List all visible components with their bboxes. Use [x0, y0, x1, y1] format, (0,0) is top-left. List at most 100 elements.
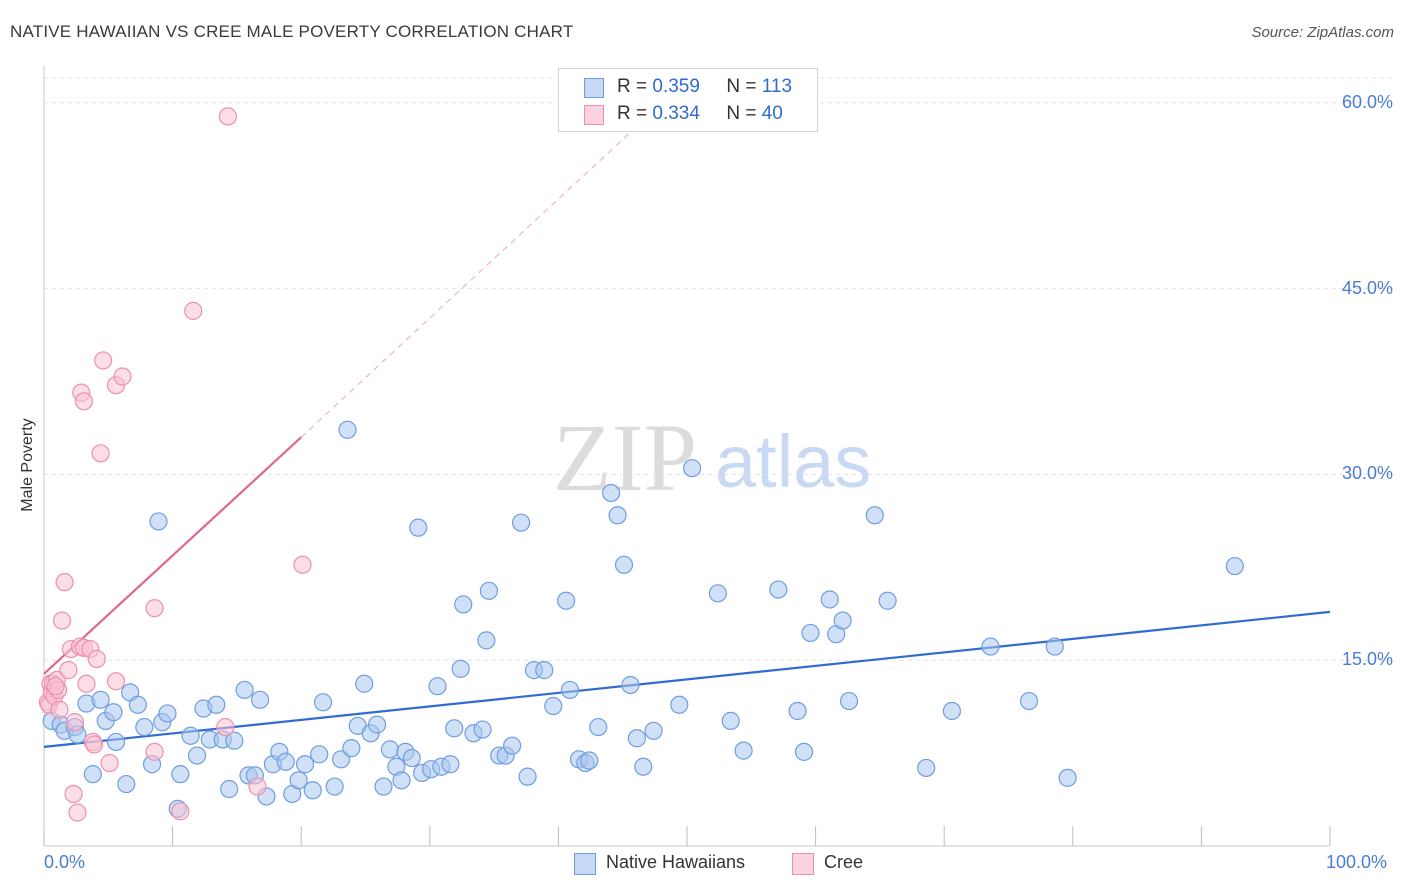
point-native-hawaiians	[392, 771, 411, 790]
point-cree	[50, 700, 69, 719]
point-native-hawaiians	[1225, 556, 1244, 576]
point-native-hawaiians	[683, 459, 702, 478]
point-native-hawaiians	[325, 777, 344, 796]
point-native-hawaiians	[801, 623, 820, 643]
point-native-hawaiians	[250, 690, 270, 709]
point-native-hawaiians	[158, 704, 177, 723]
point-native-hawaiians	[544, 696, 563, 716]
point-cree	[59, 661, 78, 680]
r-value: 0.334	[652, 103, 700, 124]
point-native-hawaiians	[355, 674, 374, 693]
point-cree	[74, 392, 93, 411]
pink-swatch	[792, 853, 814, 875]
point-native-hawaiians	[535, 661, 554, 680]
point-native-hawaiians	[479, 581, 499, 600]
point-native-hawaiians	[518, 767, 537, 786]
point-native-hawaiians	[473, 720, 492, 739]
blue-swatch	[584, 78, 604, 98]
point-native-hawaiians	[1019, 691, 1039, 711]
x-tick-label-max: 100.0%	[1326, 852, 1388, 872]
point-cree	[55, 573, 74, 592]
point-native-hawaiians	[310, 745, 329, 764]
point-native-hawaiians	[187, 746, 207, 765]
point-native-hawaiians	[276, 752, 295, 771]
point-cree	[248, 777, 267, 796]
point-cree	[87, 649, 106, 669]
point-native-hawaiians	[342, 739, 361, 758]
point-native-hawaiians	[207, 695, 226, 714]
point-cree	[94, 351, 113, 370]
point-native-hawaiians	[1045, 637, 1064, 656]
point-native-hawaiians	[602, 483, 621, 503]
point-cree	[293, 555, 312, 574]
point-cree	[113, 367, 132, 386]
point-native-hawaiians	[331, 750, 351, 769]
y-tick-label: 60.0%	[1341, 91, 1393, 112]
r-label: R =	[617, 76, 648, 97]
point-native-hawaiians	[644, 721, 663, 740]
point-cree	[184, 301, 203, 320]
axes	[43, 66, 1331, 847]
point-native-hawaiians	[91, 690, 110, 709]
point-native-hawaiians	[374, 777, 393, 796]
point-native-hawaiians	[621, 675, 640, 695]
trend-line-native-hawaiians	[43, 610, 1331, 748]
point-native-hawaiians	[106, 732, 126, 752]
r-value: 0.359	[652, 76, 700, 97]
chart-title: NATIVE HAWAIIAN VS CREE MALE POVERTY COR…	[10, 22, 574, 41]
point-native-hawaiians	[104, 703, 123, 722]
point-cree	[77, 674, 96, 693]
point-native-hawaiians	[83, 765, 102, 784]
x-tick-label-min: 0.0%	[44, 852, 86, 872]
point-native-hawaiians	[865, 506, 884, 525]
watermark-atlas: atlas	[715, 420, 871, 503]
watermark: ZIP atlas	[553, 404, 871, 511]
point-cree	[106, 672, 126, 691]
point-native-hawaiians	[608, 506, 627, 525]
point-native-hawaiians	[303, 781, 322, 800]
point-native-hawaiians	[451, 659, 470, 678]
trend-line-cree-extension	[300, 127, 636, 438]
point-native-hawaiians	[708, 584, 727, 603]
point-native-hawaiians	[878, 591, 897, 610]
point-native-hawaiians	[589, 717, 608, 737]
point-cree	[145, 742, 164, 761]
point-native-hawaiians	[981, 637, 1000, 656]
y-tick-label: 45.0%	[1341, 277, 1393, 298]
point-native-hawaiians	[338, 420, 357, 439]
point-cree	[46, 677, 65, 696]
point-native-hawaiians	[833, 611, 852, 630]
point-cree	[64, 784, 83, 804]
source-label: Source: ZipAtlas.com	[1251, 24, 1394, 41]
point-native-hawaiians	[734, 741, 753, 760]
point-native-hawaiians	[171, 765, 190, 784]
point-native-hawaiians	[557, 591, 576, 610]
stats-box: R = 0.359 N = 113 R = 0.334 N = 40	[558, 68, 818, 132]
point-native-hawaiians	[788, 701, 807, 721]
point-native-hawaiians	[670, 695, 689, 714]
gridlines	[44, 77, 1392, 661]
point-cree	[218, 107, 237, 126]
point-native-hawaiians	[1058, 768, 1077, 787]
point-native-hawaiians	[721, 711, 740, 730]
point-native-hawaiians	[794, 742, 814, 761]
n-label: N =	[726, 103, 757, 124]
point-cree	[145, 599, 164, 618]
point-native-hawaiians	[225, 731, 244, 750]
point-native-hawaiians	[454, 595, 473, 614]
point-native-hawaiians	[117, 774, 136, 794]
point-native-hawaiians	[917, 758, 936, 778]
data-points	[38, 107, 1244, 822]
point-native-hawaiians	[503, 736, 522, 755]
point-native-hawaiians	[614, 555, 634, 574]
point-native-hawaiians	[560, 680, 580, 700]
point-native-hawaiians	[181, 726, 200, 745]
point-native-hawaiians	[289, 771, 308, 790]
point-cree	[52, 611, 72, 630]
point-cree	[171, 802, 190, 821]
point-cree	[91, 444, 110, 463]
point-native-hawaiians	[428, 677, 447, 696]
point-native-hawaiians	[402, 748, 421, 768]
point-cree	[216, 717, 235, 737]
y-tick-label: 30.0%	[1341, 463, 1393, 484]
